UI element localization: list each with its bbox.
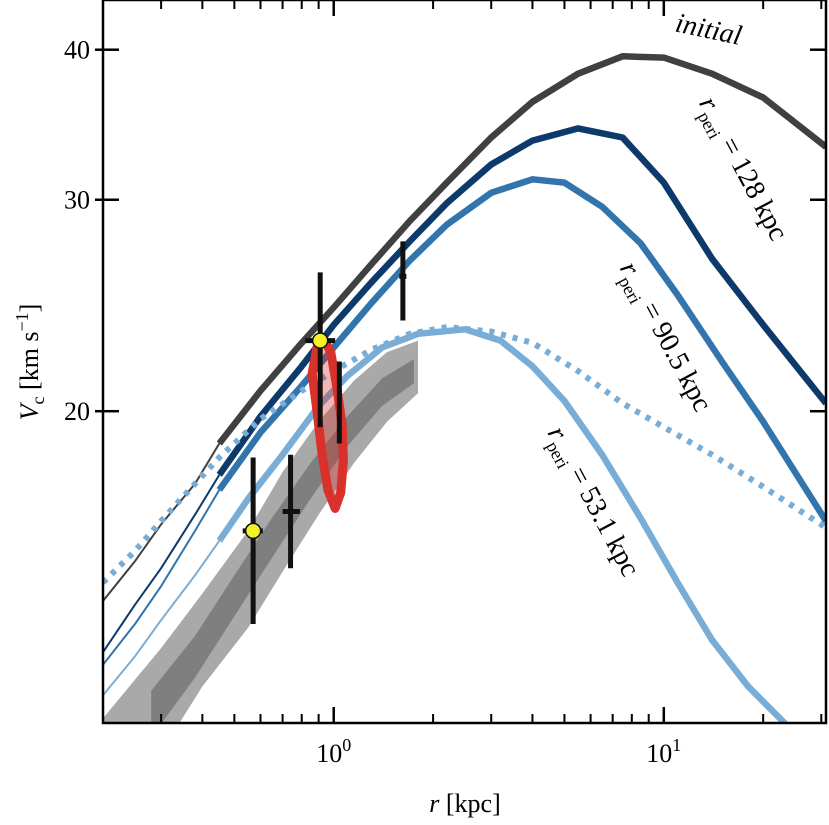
curve-initial-inner xyxy=(103,442,221,602)
curve-rperi-128-inner xyxy=(103,474,221,653)
data-point-marker xyxy=(244,522,262,540)
x-tick-label: 101 xyxy=(646,735,681,768)
annotation-1: initial xyxy=(673,8,745,52)
plot-area xyxy=(103,53,826,723)
curve-initial xyxy=(216,53,826,446)
data-point-3 xyxy=(305,272,336,428)
grey-band-inner xyxy=(151,359,414,723)
y-tick-label: 40 xyxy=(64,36,90,65)
x-axis-title: r [kpc] xyxy=(429,789,500,818)
y-tick-label: 30 xyxy=(64,186,90,215)
curve-rperi-53-1-inner xyxy=(103,540,221,696)
curve-rperi-90-5-inner xyxy=(103,489,221,666)
data-point-5 xyxy=(399,241,407,321)
curve-rperi-53-1 xyxy=(216,326,790,723)
data-point-marker xyxy=(311,332,329,349)
x-tick-label: 100 xyxy=(316,735,351,768)
y-tick-label: 20 xyxy=(64,397,90,426)
data-point-1 xyxy=(242,457,263,624)
y-axis-title: Vc [km s−1] xyxy=(12,304,48,421)
plot-frame xyxy=(101,0,828,725)
data-point-2 xyxy=(282,454,300,569)
axes: 100 101 20 30 40 xyxy=(64,0,826,768)
annotation-2: rperi = 128 kpc xyxy=(689,92,794,248)
data-point-4 xyxy=(336,361,342,444)
curve-dotted xyxy=(103,324,826,585)
